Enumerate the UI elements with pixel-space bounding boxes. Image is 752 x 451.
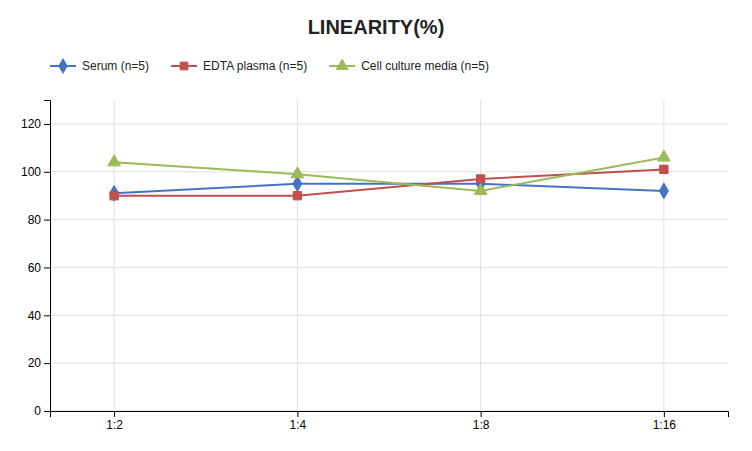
- tick-mark: [44, 315, 50, 316]
- tick-mark: [44, 172, 50, 173]
- tick-label: 1:8: [473, 418, 490, 432]
- legend-label: EDTA plasma (n=5): [203, 59, 307, 73]
- tick-label: 20: [28, 356, 42, 370]
- point: [659, 183, 668, 199]
- legend-item: Cell culture media (n=5): [329, 59, 489, 73]
- tick-mark: [44, 124, 50, 125]
- legend-label: Cell culture media (n=5): [361, 59, 489, 73]
- tick-mark: [481, 411, 482, 417]
- y-tick: 80: [28, 213, 50, 227]
- y-tick: 60: [28, 261, 50, 275]
- grid-line: [663, 100, 664, 411]
- axis-line: [44, 101, 51, 412]
- tick-label: 100: [21, 165, 41, 179]
- point: [110, 192, 118, 200]
- x-axis: 1:2 1:4 1:8 1:16: [51, 411, 729, 432]
- line: [114, 157, 664, 190]
- tick-mark: [44, 363, 50, 364]
- point: [660, 165, 668, 173]
- x-tick: 1:4: [290, 411, 307, 432]
- tick-label: 1:4: [290, 418, 307, 432]
- plot: 1:2 1:4 1:8 1:16 0 20 40 60 80 100 120: [21, 100, 729, 432]
- y-tick: 20: [28, 356, 50, 370]
- tick-mark: [44, 267, 50, 268]
- legend-swatch: [180, 62, 188, 70]
- y-axis: 0 20 40 60 80 100 120: [21, 101, 51, 419]
- grid-line: [50, 219, 728, 220]
- series: [108, 150, 670, 195]
- marks: [108, 150, 670, 201]
- legend-item: Serum (n=5): [50, 59, 149, 73]
- grid-line: [50, 363, 728, 364]
- point: [108, 155, 121, 166]
- grid-line: [50, 315, 728, 316]
- line: [114, 184, 664, 194]
- grid-line: [50, 267, 728, 268]
- grid-line: [297, 100, 298, 411]
- legend-item: EDTA plasma (n=5): [171, 59, 307, 73]
- title: LINEARITY(%): [308, 16, 445, 38]
- y-tick: 100: [21, 165, 50, 179]
- tick-label: 1:16: [653, 418, 677, 432]
- point: [658, 150, 671, 161]
- legend-swatch: [336, 59, 348, 69]
- tick-mark: [44, 220, 50, 221]
- y-tick: 120: [21, 117, 50, 131]
- legend: Serum (n=5) EDTA plasma (n=5) Cell culture…: [50, 59, 489, 73]
- y-tick: 0: [34, 404, 50, 418]
- grid-line: [50, 123, 728, 124]
- chart: LINEARITY(%) 1:2 1:4 1:8 1:16 0 20 40 60 80 100 120…: [0, 0, 752, 451]
- axis-line: [51, 412, 729, 418]
- grid-line: [114, 100, 115, 411]
- tick-mark: [664, 411, 665, 417]
- x-tick: 1:2: [106, 411, 123, 432]
- x-tick: 1:16: [653, 411, 677, 432]
- point: [110, 186, 119, 202]
- tick-label: 80: [28, 213, 42, 227]
- tick-mark: [44, 411, 50, 412]
- tick-label: 120: [21, 117, 41, 131]
- tick-mark: [297, 411, 298, 417]
- tick-mark: [114, 411, 115, 417]
- grid-line: [480, 100, 481, 411]
- point: [293, 192, 301, 200]
- point: [476, 175, 484, 183]
- grid: [50, 100, 728, 411]
- point: [291, 167, 304, 178]
- tick-label: 0: [34, 404, 41, 418]
- x-tick: 1:8: [473, 411, 490, 432]
- tick-label: 60: [28, 261, 42, 275]
- tick-label: 40: [28, 309, 42, 323]
- tick-label: 1:2: [106, 418, 123, 432]
- legend-swatch: [59, 59, 67, 73]
- point: [474, 184, 487, 195]
- y-tick: 40: [28, 309, 50, 323]
- legend-label: Serum (n=5): [82, 59, 149, 73]
- series: [110, 176, 669, 201]
